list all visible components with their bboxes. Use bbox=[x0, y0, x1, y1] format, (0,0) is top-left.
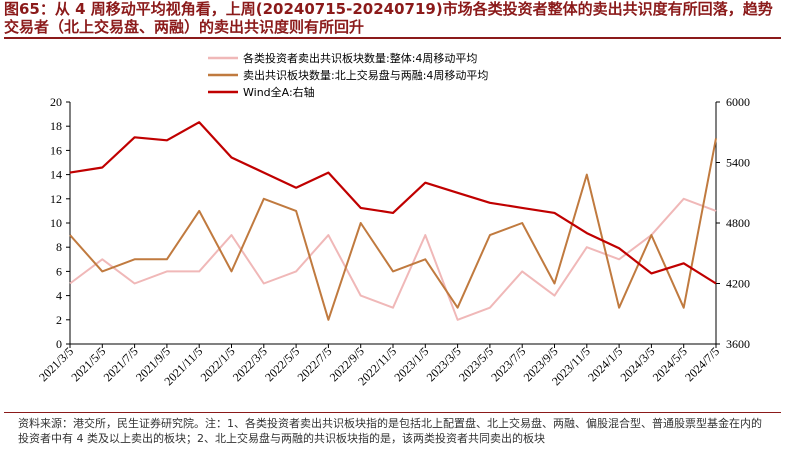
left-tick-label: 0 bbox=[56, 337, 62, 351]
x-tick-label: 2022/1/5 bbox=[198, 344, 238, 384]
left-tick-label: 20 bbox=[50, 95, 62, 109]
legend-trend-label: 卖出共识板块数量:北上交易盘与两融:4周移动平均 bbox=[243, 68, 488, 82]
figure-title: 图65：从 4 周移动平均视角看，上周(20240715-20240719)市场… bbox=[4, 0, 773, 36]
right-tick-label: 6000 bbox=[726, 95, 750, 109]
right-tick-label: 5400 bbox=[726, 156, 750, 170]
left-tick-label: 6 bbox=[56, 264, 62, 278]
right-tick-label: 3600 bbox=[726, 337, 750, 351]
left-tick-label: 8 bbox=[56, 240, 62, 254]
x-tick-label: 2024/1/5 bbox=[585, 344, 625, 384]
footer-rule bbox=[4, 412, 781, 413]
x-tick-label: 2024/3/5 bbox=[617, 344, 657, 384]
title-rule bbox=[4, 37, 781, 39]
left-tick-label: 18 bbox=[50, 119, 62, 133]
left-tick-label: 4 bbox=[56, 289, 62, 303]
left-tick-label: 16 bbox=[50, 143, 62, 157]
x-tick-label: 2022/5/5 bbox=[262, 344, 302, 384]
x-tick-label: 2021/7/5 bbox=[101, 344, 141, 384]
x-tick-label: 2022/7/5 bbox=[294, 344, 334, 384]
legend-overall-label: 各类投资者卖出共识板块数量:整体:4周移动平均 bbox=[243, 51, 477, 65]
x-tick-label: 2023/5/5 bbox=[456, 344, 496, 384]
x-tick-label: 2023/1/5 bbox=[391, 344, 431, 384]
x-tick-label: 2023/3/5 bbox=[424, 344, 464, 384]
right-tick-label: 4800 bbox=[726, 216, 750, 230]
x-tick-label: 2024/5/5 bbox=[650, 344, 690, 384]
source-note: 资料来源：港交所，民生证券研究院。注：1、各类投资者卖出共识板块指的是包括北上配… bbox=[18, 417, 762, 445]
line-chart: 0 2 4 6 8 10 12 14 16 18 20 3600 4200 4800 5400 6000 202… bbox=[36, 51, 750, 388]
x-tick-label: 2021/5/5 bbox=[68, 344, 108, 384]
x-tick-label: 2024/7/5 bbox=[682, 344, 722, 384]
x-tick-label: 2023/7/5 bbox=[488, 344, 528, 384]
left-tick-label: 2 bbox=[56, 313, 62, 327]
left-tick-label: 10 bbox=[50, 216, 62, 230]
left-tick-label: 12 bbox=[50, 192, 62, 206]
overall-series-line bbox=[69, 197, 717, 321]
left-tick-label: 14 bbox=[50, 168, 62, 182]
x-tick-label: 2022/3/5 bbox=[230, 344, 270, 384]
trend-series-line bbox=[69, 138, 717, 321]
legend-wind-label: Wind全A:右轴 bbox=[243, 85, 315, 99]
wind-series-line bbox=[69, 121, 717, 285]
right-tick-label: 4200 bbox=[726, 277, 750, 291]
